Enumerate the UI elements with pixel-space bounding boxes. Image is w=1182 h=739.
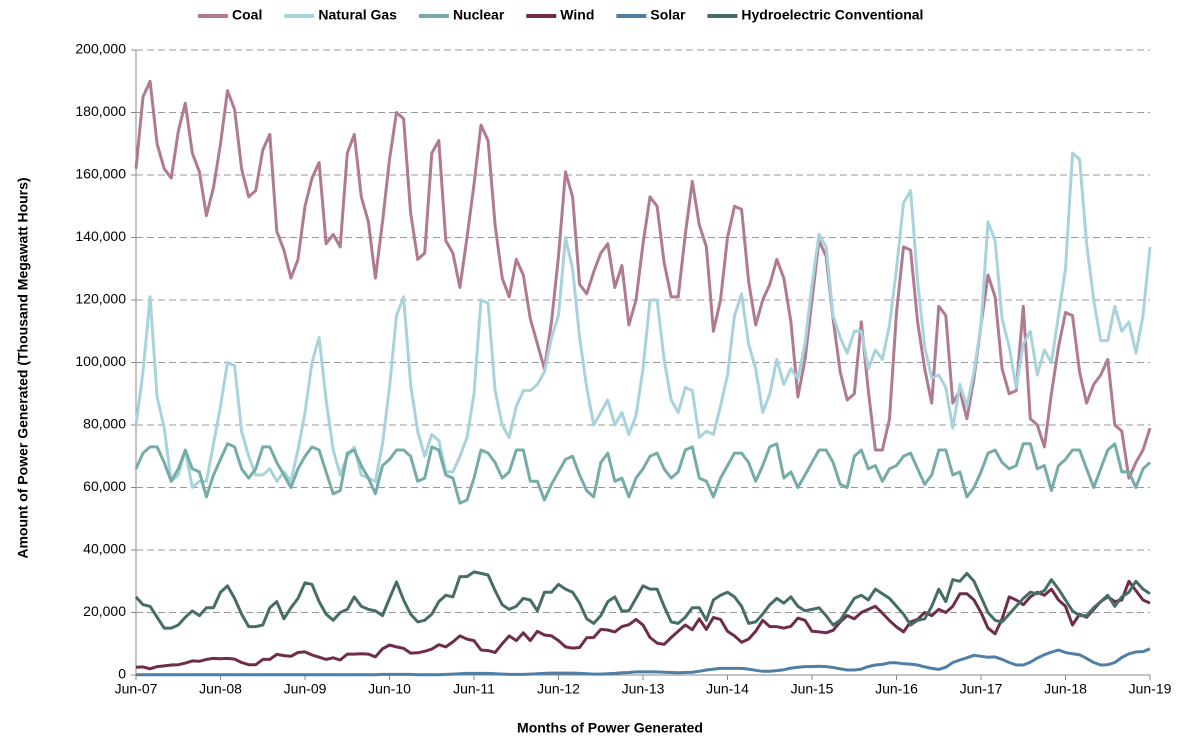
x-tick-label: Jun-09 [284, 681, 327, 697]
y-tick-label: 20,000 [83, 603, 126, 619]
y-tick-label: 120,000 [75, 291, 126, 307]
x-tick-label: Jun-19 [1129, 681, 1172, 697]
y-tick-label: 100,000 [75, 353, 126, 369]
y-tick-label: 180,000 [75, 103, 126, 119]
x-tick-label: Jun-15 [791, 681, 834, 697]
legend-label: Wind [560, 7, 594, 23]
x-tick-label: Jun-12 [537, 681, 580, 697]
x-tick-label: Jun-17 [960, 681, 1003, 697]
x-tick-label: Jun-10 [368, 681, 411, 697]
legend-label: Natural Gas [318, 7, 397, 23]
y-tick-label: 60,000 [83, 478, 126, 494]
y-tick-label: 40,000 [83, 541, 126, 557]
x-tick-label: Jun-18 [1044, 681, 1087, 697]
x-tick-label: Jun-08 [199, 681, 242, 697]
y-tick-label: 160,000 [75, 166, 126, 182]
x-tick-label: Jun-14 [706, 681, 749, 697]
x-tick-label: Jun-13 [622, 681, 665, 697]
series-line [134, 570, 1151, 630]
y-tick-label: 80,000 [83, 416, 126, 432]
x-tick-label: Jun-07 [115, 681, 158, 697]
x-tick-label: Jun-16 [875, 681, 918, 697]
x-tick-label: Jun-11 [453, 681, 495, 697]
legend-label: Coal [232, 7, 262, 23]
y-tick-label: 0 [118, 666, 126, 682]
y-tick-label: 140,000 [75, 228, 126, 244]
legend-label: Solar [650, 7, 686, 23]
legend-label: Hydroelectric Conventional [741, 7, 923, 23]
legend-label: Nuclear [453, 7, 505, 23]
x-axis-title: Months of Power Generated [517, 720, 703, 736]
series-line [135, 579, 1151, 671]
series-line [134, 442, 1152, 505]
y-tick-label: 200,000 [75, 41, 126, 57]
y-axis-title: Amount of Power Generated (Thousand Mega… [15, 177, 31, 558]
series-line [134, 151, 1152, 489]
series-line [136, 647, 1151, 677]
